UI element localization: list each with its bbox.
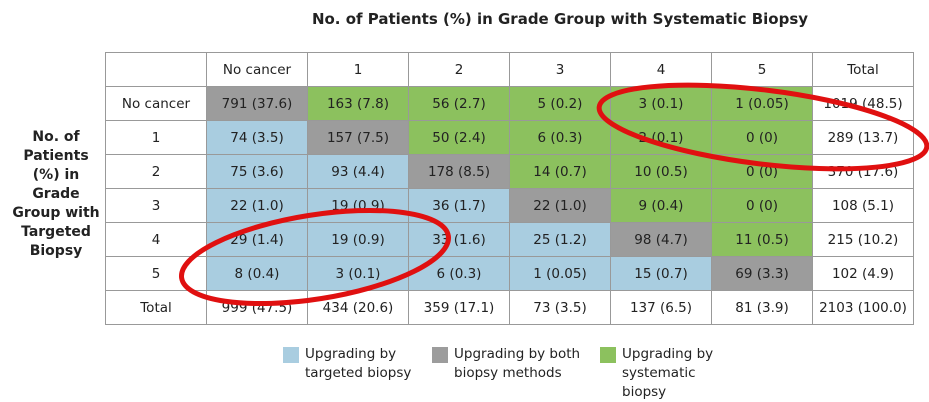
- cell: 9 (0.4): [610, 188, 712, 223]
- row: Total 999 (47.5) 434 (20.6) 359 (17.1) 73 (3…: [105, 290, 914, 325]
- cell: 74 (3.5): [206, 120, 308, 155]
- cell: 33 (1.6): [408, 222, 510, 257]
- row: 1 74 (3.5) 157 (7.5) 50 (2.4) 6 (0.3) 2 (0.1)…: [105, 120, 914, 155]
- cell: 3 (0.1): [610, 86, 712, 121]
- legend-text: Upgrading by systematic biopsy: [622, 346, 714, 400]
- cell: 215 (10.2): [812, 222, 914, 257]
- cell: 791 (37.6): [206, 86, 308, 121]
- cell: 29 (1.4): [206, 222, 308, 257]
- cell: 108 (5.1): [812, 188, 914, 223]
- header-cell: 2: [408, 52, 510, 87]
- cell: 157 (7.5): [307, 120, 409, 155]
- row-label: No. of Patients (%) in Grade Group with …: [12, 129, 100, 259]
- row-header: 1: [105, 120, 207, 155]
- cell: 1019 (48.5): [812, 86, 914, 121]
- cell: 289 (13.7): [812, 120, 914, 155]
- cell: 19 (0.9): [307, 188, 409, 223]
- cell: 25 (1.2): [509, 222, 611, 257]
- corner-cell: [105, 52, 207, 87]
- row-header: 5: [105, 256, 207, 291]
- legend-item: Upgrading by both biopsy methods: [432, 345, 599, 383]
- cell: 93 (4.4): [307, 154, 409, 189]
- header-cell: 4: [610, 52, 712, 87]
- cell: 359 (17.1): [408, 290, 510, 325]
- cell: 5 (0.2): [509, 86, 611, 121]
- row: No cancer 791 (37.6) 163 (7.8) 56 (2.7) 5 (0…: [105, 86, 914, 121]
- legend-text: Upgrading by targeted biopsy: [305, 346, 412, 381]
- row: 4 29 (1.4) 19 (0.9) 33 (1.6) 25 (1.2) 98 (4.7…: [105, 222, 914, 257]
- cell: 22 (1.0): [509, 188, 611, 223]
- cell: 434 (20.6): [307, 290, 409, 325]
- cell: 1 (0.05): [509, 256, 611, 291]
- cell: 6 (0.3): [509, 120, 611, 155]
- cell: 102 (4.9): [812, 256, 914, 291]
- row-header: Total: [105, 290, 207, 325]
- header-cell: No cancer: [206, 52, 308, 87]
- legend-text: Upgrading by both biopsy methods: [454, 346, 581, 381]
- legend-item: Upgrading by targeted biopsy: [283, 345, 425, 383]
- legend-item: Upgrading by systematic biopsy: [600, 345, 742, 402]
- cell: 14 (0.7): [509, 154, 611, 189]
- cell: 8 (0.4): [206, 256, 308, 291]
- row: 3 22 (1.0) 19 (0.9) 36 (1.7) 22 (1.0) 9 (0.4)…: [105, 188, 914, 223]
- cell: 6 (0.3): [408, 256, 510, 291]
- row-header: No cancer: [105, 86, 207, 121]
- cell: 73 (3.5): [509, 290, 611, 325]
- cell: 178 (8.5): [408, 154, 510, 189]
- row-header: 4: [105, 222, 207, 257]
- cell: 81 (3.9): [711, 290, 813, 325]
- cell: 11 (0.5): [711, 222, 813, 257]
- cell: 22 (1.0): [206, 188, 308, 223]
- swatch: [432, 347, 448, 363]
- cell: 56 (2.7): [408, 86, 510, 121]
- cell: 75 (3.6): [206, 154, 308, 189]
- cell: 137 (6.5): [610, 290, 712, 325]
- legend: Upgrading by targeted biopsy Upgrading b…: [0, 345, 929, 400]
- cell: 0 (0): [711, 188, 813, 223]
- header-row: No cancer 1 2 3 4 5 Total: [105, 52, 914, 87]
- cell: 19 (0.9): [307, 222, 409, 257]
- header-cell: 5: [711, 52, 813, 87]
- swatch: [283, 347, 299, 363]
- cell: 50 (2.4): [408, 120, 510, 155]
- cell: 0 (0): [711, 154, 813, 189]
- cell: 69 (3.3): [711, 256, 813, 291]
- cell: 2103 (100.0): [812, 290, 914, 325]
- cell: 3 (0.1): [307, 256, 409, 291]
- table: No cancer 1 2 3 4 5 Total No cancer 791 (37.6) 16…: [105, 52, 914, 325]
- header-cell: 3: [509, 52, 611, 87]
- row: 2 75 (3.6) 93 (4.4) 178 (8.5) 14 (0.7) 10 (0.…: [105, 154, 914, 189]
- title: No. of Patients (%) in Grade Group with …: [311, 10, 809, 28]
- cell: 15 (0.7): [610, 256, 712, 291]
- row-header: 3: [105, 188, 207, 223]
- cell: 98 (4.7): [610, 222, 712, 257]
- cell: 1 (0.05): [711, 86, 813, 121]
- row-header: 2: [105, 154, 207, 189]
- cell: 2 (0.1): [610, 120, 712, 155]
- cell: 999 (47.5): [206, 290, 308, 325]
- cell: 36 (1.7): [408, 188, 510, 223]
- header-cell: Total: [812, 52, 914, 87]
- swatch: [600, 347, 616, 363]
- header-cell: 1: [307, 52, 409, 87]
- cell: 0 (0): [711, 120, 813, 155]
- cell: 370 (17.6): [812, 154, 914, 189]
- cell: 10 (0.5): [610, 154, 712, 189]
- cell: 163 (7.8): [307, 86, 409, 121]
